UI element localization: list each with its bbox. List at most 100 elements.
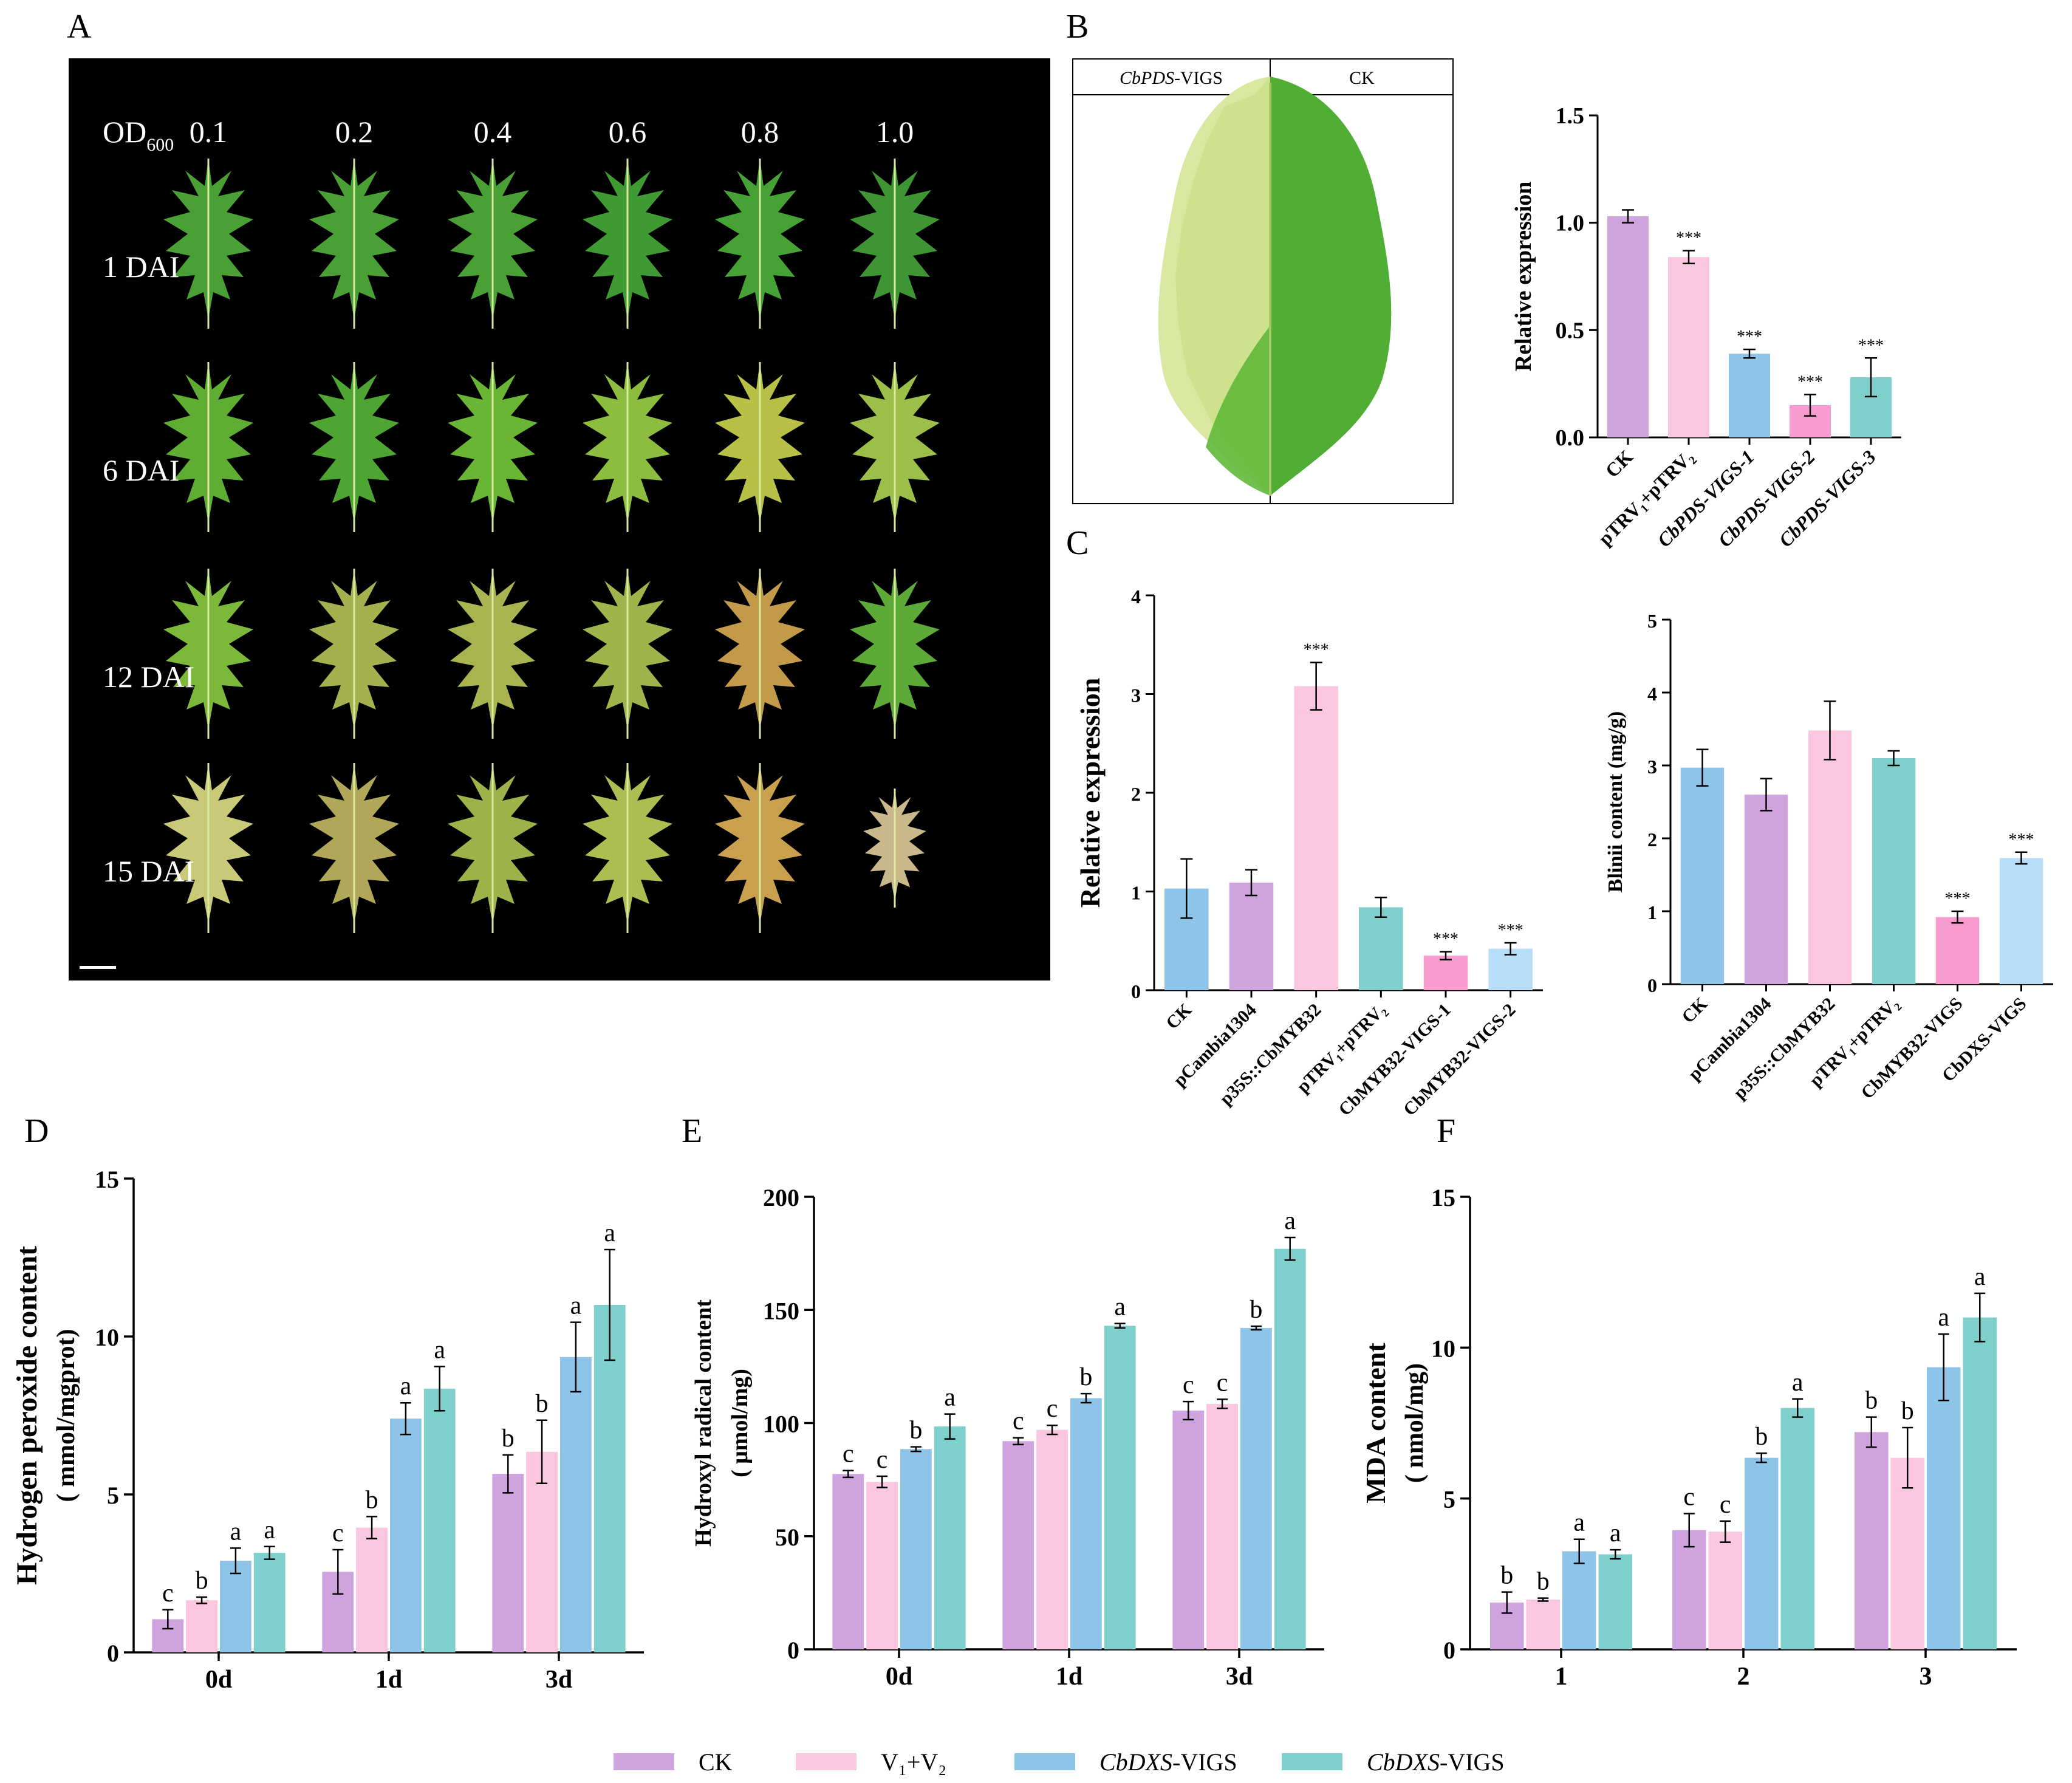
x-tick-label-2: 3d	[1226, 1663, 1253, 1691]
legend-item-cbdxs-vigs-teal: CbDXS-VIGS	[1282, 1744, 1505, 1780]
bar-g2-s3	[1963, 1317, 1997, 1649]
letter-g0-s3: a	[1610, 1519, 1621, 1547]
letter-g0-s2: a	[1573, 1509, 1585, 1537]
x-tick-label-5: CbMYB32-VIGS-2	[1400, 1000, 1520, 1120]
bar-3	[1872, 758, 1916, 984]
x-tick-label-2: 3d	[545, 1666, 572, 1694]
axes: 0.0 0.5 1.0 1.5	[1556, 103, 1901, 451]
bar-g0-s3	[253, 1553, 285, 1652]
bar-g2-s1	[526, 1451, 558, 1652]
y-tick-label-4: 4	[1131, 586, 1141, 607]
legend-item-ck: CK	[614, 1744, 733, 1780]
letter-g1-s1: c	[1720, 1491, 1731, 1519]
legend-swatch-cbdxs-blue	[1014, 1753, 1075, 1770]
y-tick-label-2: 10	[1431, 1335, 1455, 1362]
letter-g1-s2: a	[400, 1372, 412, 1400]
legend-swatch-cbdxs-teal	[1282, 1753, 1342, 1770]
bar-g2-s0	[1172, 1411, 1205, 1649]
bar-g2-s0	[492, 1474, 524, 1652]
od-value-5: 1.0	[876, 115, 914, 149]
y-tick-label-0: 0	[1443, 1637, 1455, 1664]
y-tick-label-2: 100	[763, 1411, 799, 1438]
bar-g0-s3	[1598, 1554, 1632, 1649]
letter-g1-s3: a	[1792, 1369, 1804, 1397]
letter-g2-s0: b	[1865, 1387, 1878, 1415]
letter-g1-s3: a	[434, 1336, 445, 1364]
letter-g0-s3: a	[264, 1516, 275, 1544]
y-tick-label-2: 1.0	[1556, 211, 1585, 236]
bar-2	[1729, 354, 1770, 437]
significance-3: ***	[1797, 372, 1823, 391]
y-axis-label: MDA content	[1361, 1343, 1391, 1504]
row-label-0: 1 DAI	[103, 250, 179, 284]
axes: 0 1 2 3 4 5	[1647, 610, 2053, 996]
x-tick-label-4: CbMYB32-VIGS-1	[1335, 1000, 1455, 1120]
panel-label-b: B	[1066, 8, 1089, 46]
legend-label-v1v2: V₁+V₂	[881, 1748, 947, 1776]
y-tick-label-1: 50	[775, 1524, 799, 1551]
bar-g1-s3	[1104, 1326, 1136, 1649]
significance-2: ***	[1304, 641, 1329, 660]
x-tick-label-0: CK	[1162, 999, 1196, 1033]
bar-g0-s1	[866, 1482, 898, 1649]
x-tick-label-0: 0d	[886, 1663, 912, 1691]
y-tick-label-1: 1	[1647, 902, 1657, 923]
letter-g1-s1: b	[366, 1486, 378, 1514]
bar-g0-s3	[934, 1426, 966, 1649]
letter-g0-s0: b	[1500, 1562, 1513, 1590]
letter-g2-s1: b	[536, 1390, 549, 1418]
y-axis-label: Relative expression	[1075, 678, 1106, 908]
x-tick-label-0: 0d	[205, 1666, 232, 1694]
y-axis-unit-label: ( mmol/mgprot)	[52, 1329, 80, 1502]
bar-g0-s1	[1526, 1600, 1560, 1649]
letter-g2-s3: a	[1284, 1207, 1296, 1235]
leaf-right-half	[1270, 77, 1392, 496]
legend-item-v1v2: V₁+V₂	[796, 1744, 946, 1780]
bar-g1-s3	[423, 1388, 456, 1652]
bar-g2-s2	[1240, 1328, 1272, 1649]
row-label-1: 6 DAI	[103, 453, 179, 487]
bar-g0-s2	[220, 1561, 251, 1652]
letter-g0-s0: c	[162, 1579, 174, 1607]
y-tick-label-1: 0.5	[1556, 318, 1585, 343]
y-axis-unit-label: ( nmol/mg)	[1401, 1363, 1429, 1483]
panel-label-a: A	[67, 8, 92, 46]
letter-g0-s2: a	[230, 1518, 242, 1545]
bar-g0-s2	[1562, 1551, 1596, 1649]
significance-4: ***	[1945, 889, 1971, 908]
bar-g2-s0	[1855, 1432, 1889, 1649]
letter-g1-s0: c	[1013, 1408, 1024, 1436]
panel-label-e: E	[682, 1112, 703, 1150]
od-label: OD600	[103, 115, 174, 155]
y-tick-label-3: 15	[95, 1166, 119, 1193]
bar-g0-s0	[832, 1474, 864, 1649]
bar-g1-s1	[1708, 1531, 1742, 1649]
letter-g2-s2: a	[570, 1292, 582, 1320]
x-tick-label-2: 3	[1920, 1663, 1932, 1691]
letter-g2-s0: c	[1183, 1371, 1194, 1399]
y-tick-label-3: 3	[1131, 685, 1141, 707]
y-tick-label-3: 150	[763, 1297, 799, 1324]
bar-g2-s1	[1890, 1457, 1924, 1649]
letter-g0-s1: b	[196, 1567, 208, 1595]
axes: 0 1 2 3 4	[1131, 586, 1543, 1002]
y-tick-label-1: 5	[1443, 1486, 1455, 1513]
leaf-photo-grid: OD600 0.1 0.2 0.4 0.6 0.8 1.0 1 DAI 6 DAI 12 DA…	[69, 58, 1050, 980]
bar-2	[1294, 686, 1338, 990]
bar-g1-s2	[1070, 1398, 1102, 1649]
significance-5: ***	[1498, 921, 1523, 940]
y-tick-label-0: 0	[1131, 980, 1141, 1002]
bar-1	[1744, 795, 1788, 984]
significance-2: ***	[1737, 327, 1762, 346]
letter-g2-s1: c	[1217, 1369, 1228, 1397]
panel-label-f: F	[1437, 1112, 1456, 1150]
y-tick-label-0: 0	[787, 1637, 799, 1664]
letter-g0-s2: b	[909, 1417, 922, 1445]
letter-g1-s3: a	[1114, 1293, 1126, 1321]
bar-4	[1423, 956, 1468, 990]
letter-g0-s1: b	[1537, 1568, 1550, 1596]
x-tick-label-1: 2	[1737, 1663, 1750, 1691]
od-value-3: 0.6	[609, 115, 647, 149]
